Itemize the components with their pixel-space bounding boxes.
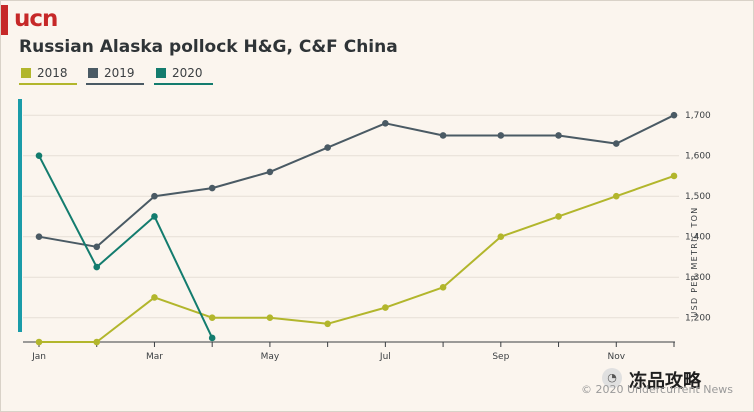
legend-item-2020[interactable]: 2020 (154, 65, 213, 85)
legend-swatch-2019 (88, 68, 98, 78)
data-point-2019 (324, 144, 331, 151)
data-point-2019 (208, 184, 216, 192)
x-tick-label: May (261, 352, 280, 362)
data-point-2020 (208, 334, 216, 342)
series-lines (38, 114, 675, 343)
series-line-2020 (38, 155, 214, 339)
y-tick-label: 1,400 (685, 233, 711, 243)
data-point-2020 (93, 263, 101, 271)
legend-swatch-2018 (21, 68, 31, 78)
y-tick-label: 1,600 (685, 152, 711, 162)
series-points (35, 111, 678, 346)
data-point-2019 (555, 132, 562, 139)
legend-label-2019: 2019 (104, 66, 135, 80)
data-point-2020 (151, 213, 158, 220)
data-point-2019 (439, 132, 447, 139)
legend-item-2018[interactable]: 2018 (19, 65, 77, 85)
data-point-2019 (35, 233, 43, 240)
data-point-2018 (208, 314, 216, 322)
data-point-2018 (555, 213, 562, 220)
data-point-2018 (266, 314, 274, 322)
y-axis-label: USD PER METRIC TON (690, 206, 699, 318)
y-tick-label: 1,500 (685, 192, 711, 202)
data-point-2018 (382, 304, 389, 311)
y-axis-ticks: 1,200 1,300 1,400 1,500 1,600 1,700 (685, 111, 711, 324)
legend-swatch-2020 (156, 68, 166, 78)
series-line-2018 (39, 174, 675, 343)
data-point-2018 (93, 338, 101, 346)
y-tick-label: 1,300 (685, 273, 711, 283)
legend-item-2019[interactable]: 2019 (86, 65, 144, 85)
data-point-2019 (93, 243, 101, 251)
copyright-text: © 2020 Undercurrent News (581, 383, 733, 396)
brand-bar (1, 5, 8, 35)
x-axis-ticks: Jan Mar May Jul Sep Nov (31, 342, 675, 362)
legend-label-2018: 2018 (37, 66, 68, 80)
data-point-2019 (266, 168, 274, 176)
data-point-2018 (497, 233, 505, 240)
brand-logo: ucn (14, 6, 58, 32)
data-point-2018 (151, 294, 158, 301)
x-tick-label: Jul (379, 352, 391, 362)
gridlines (23, 114, 679, 319)
series-line-2019 (38, 114, 675, 248)
x-tick-label: Jan (31, 352, 46, 362)
x-tick-label: Nov (607, 352, 625, 362)
y-tick-label: 1,200 (685, 314, 711, 324)
data-point-2019 (151, 192, 158, 200)
data-point-2019 (382, 120, 389, 127)
data-point-2018 (35, 338, 43, 346)
data-point-2019 (497, 132, 505, 139)
legend-label-2020: 2020 (172, 66, 203, 80)
wechat-icon: ◔ (602, 368, 622, 388)
data-point-2018 (324, 320, 331, 328)
accent-bar (18, 99, 22, 332)
data-point-2019 (670, 111, 678, 119)
data-point-2019 (612, 140, 620, 147)
data-point-2018 (612, 192, 620, 200)
data-point-2018 (670, 172, 678, 180)
watermark-text: 冻品攻略 (629, 371, 701, 392)
data-point-2018 (439, 284, 447, 291)
x-tick-label: Mar (146, 352, 163, 362)
y-tick-label: 1,700 (685, 111, 711, 121)
data-point-2020 (35, 152, 43, 159)
chart-title: Russian Alaska pollock H&G, C&F China (19, 37, 398, 57)
x-tick-label: Sep (492, 352, 509, 362)
